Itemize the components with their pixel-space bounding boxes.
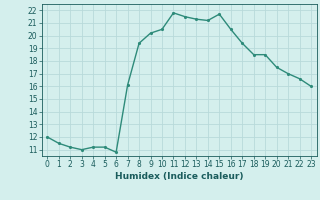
X-axis label: Humidex (Indice chaleur): Humidex (Indice chaleur) [115,172,244,181]
